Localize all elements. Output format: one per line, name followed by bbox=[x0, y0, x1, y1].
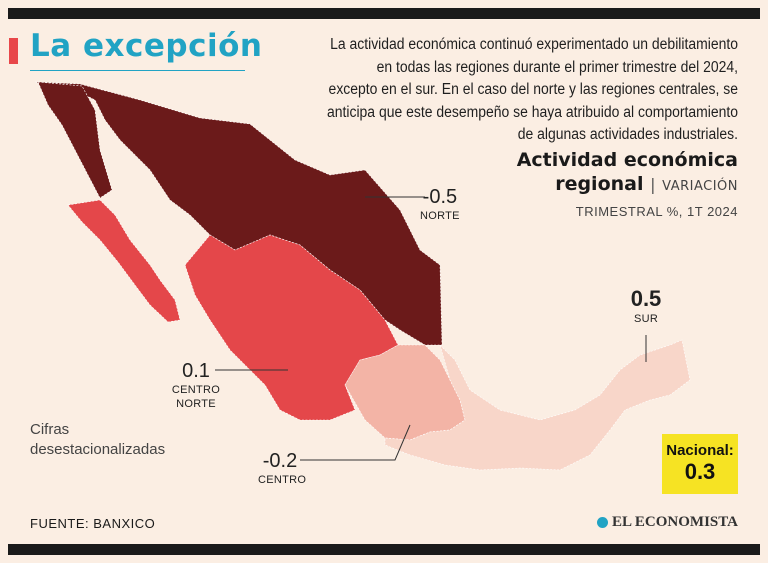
brand-name: EL ECONOMISTA bbox=[612, 514, 738, 530]
centro-value: -0.2 bbox=[262, 450, 298, 472]
bottom-bar bbox=[8, 544, 760, 555]
nacional-label: Nacional: bbox=[666, 442, 734, 459]
headline-accent bbox=[9, 38, 18, 64]
region-norte-baja bbox=[37, 81, 113, 199]
region-sur bbox=[384, 339, 691, 471]
chart-title-line1: Actividad económica bbox=[516, 149, 738, 171]
headline-rule bbox=[30, 70, 245, 71]
centro-norte-name: CENTRO NORTE bbox=[171, 384, 221, 410]
chart-subtitle-line2: TRIMESTRAL %, 1T 2024 bbox=[575, 204, 738, 219]
headline: La excepción bbox=[30, 28, 263, 64]
footnote: Cifras desestacionalizadas bbox=[30, 421, 166, 458]
label-norte: -0.5 NORTE bbox=[420, 186, 460, 223]
source: FUENTE: BANXICO bbox=[30, 516, 156, 531]
intro-text: La actividad económica continuó experime… bbox=[326, 36, 738, 143]
label-sur: 0.5 SUR bbox=[628, 286, 664, 326]
brand-logo: EL ECONOMISTA bbox=[597, 514, 738, 531]
sur-value: 0.5 bbox=[630, 286, 662, 311]
region-norte bbox=[34, 81, 443, 346]
nacional-box: Nacional: 0.3 bbox=[662, 434, 738, 494]
chart-title-line2: regional bbox=[555, 173, 644, 195]
top-bar bbox=[8, 8, 760, 19]
norte-value: -0.5 bbox=[422, 186, 458, 208]
brand-icon bbox=[597, 517, 608, 528]
label-centro: -0.2 CENTRO bbox=[258, 450, 307, 487]
centro-name: CENTRO bbox=[258, 474, 307, 486]
sur-name: SUR bbox=[633, 313, 659, 325]
chart-subtitle-line1: VARIACIÓN bbox=[662, 179, 738, 194]
norte-name: NORTE bbox=[420, 210, 460, 222]
region-centro-norte-baja bbox=[67, 199, 181, 323]
title-separator: | bbox=[650, 175, 656, 194]
centro-norte-value: 0.1 bbox=[182, 360, 210, 382]
label-centro-norte: 0.1 CENTRO NORTE bbox=[168, 360, 224, 411]
chart-title: Actividad económica regional | VARIACIÓN bbox=[517, 148, 738, 199]
nacional-value: 0.3 bbox=[684, 459, 716, 484]
centro-leader bbox=[300, 424, 411, 461]
